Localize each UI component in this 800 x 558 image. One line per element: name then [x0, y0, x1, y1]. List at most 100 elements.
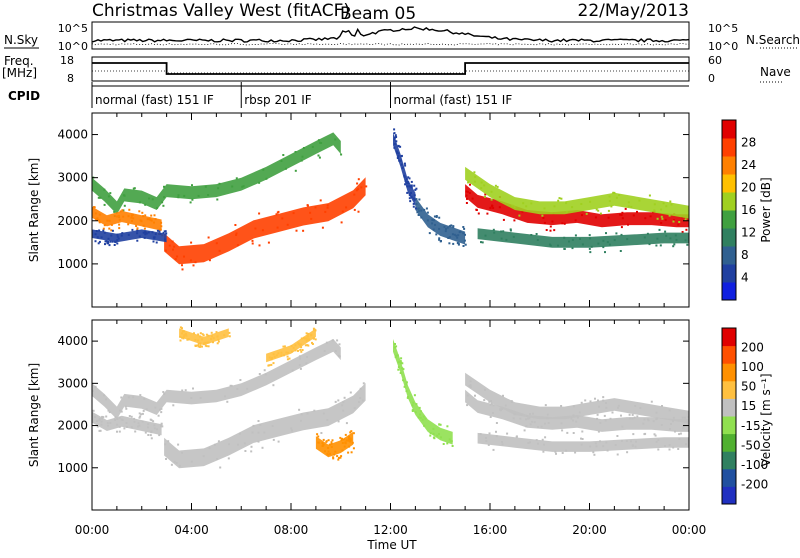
power-speckle — [681, 231, 684, 233]
power-speckle — [171, 240, 174, 243]
velocity-speckle — [341, 442, 344, 444]
velocity-speckle — [597, 430, 600, 433]
power-speckle — [674, 234, 677, 237]
velocity-colorbar-swatch — [722, 451, 736, 470]
velocity-speckle — [565, 449, 568, 452]
power-speckle — [606, 241, 609, 244]
velocity-speckle — [100, 423, 103, 426]
power-speckle — [113, 210, 116, 213]
power-speckle — [649, 215, 652, 218]
velocity-speckle — [415, 403, 418, 406]
velocity-speckle — [341, 449, 344, 452]
velocity-speckle — [92, 389, 94, 392]
velocity-speckle — [327, 450, 330, 453]
power-speckle — [588, 234, 591, 237]
power-speckle — [521, 210, 524, 213]
velocity-speckle — [576, 416, 579, 419]
velocity-speckle — [187, 338, 190, 341]
velocity-speckle — [396, 354, 399, 357]
velocity-speckle — [626, 451, 629, 454]
power-speckle — [673, 243, 676, 246]
velocity-speckle — [668, 409, 671, 412]
power-speckle — [116, 235, 119, 238]
xtick-label: 12:00 — [373, 523, 408, 537]
power-speckle — [393, 146, 396, 149]
velocity-speckle — [342, 401, 345, 404]
velocity-speckle — [544, 436, 547, 439]
power-speckle — [418, 209, 421, 212]
power-speckle — [162, 231, 165, 234]
velocity-echo-band — [179, 328, 229, 346]
power-speckle — [106, 242, 109, 245]
power-speckle — [636, 210, 638, 213]
power-speckle — [258, 212, 261, 215]
velocity-speckle — [160, 411, 163, 414]
velocity-speckle — [655, 440, 658, 443]
power-speckle — [334, 138, 337, 141]
velocity-speckle — [133, 420, 136, 423]
power-speckle — [574, 234, 577, 237]
velocity-speckle — [605, 441, 608, 444]
velocity-speckle — [322, 412, 325, 415]
power-speckle — [110, 223, 113, 226]
velocity-speckle — [99, 429, 102, 432]
power-speckle — [644, 217, 647, 220]
power-speckle — [317, 154, 320, 157]
power-speckle — [275, 213, 278, 216]
power-speckle — [98, 221, 101, 224]
power-speckle — [413, 184, 416, 187]
velocity-speckle — [137, 425, 140, 428]
velocity-speckle — [273, 355, 276, 358]
velocity-speckle — [271, 425, 274, 428]
velocity-speckle — [304, 344, 307, 347]
velocity-speckle — [532, 412, 534, 415]
power-speckle — [301, 155, 304, 158]
velocity-speckle — [349, 391, 352, 394]
velocity-speckle — [287, 351, 290, 354]
velocity-speckle — [286, 358, 289, 361]
velocity-speckle — [116, 423, 119, 426]
power-speckle — [404, 164, 407, 167]
power-speckle — [445, 228, 447, 230]
velocity-speckle — [204, 344, 207, 347]
power-speckle — [597, 242, 600, 245]
power-speckle — [280, 160, 283, 162]
power-speckle — [404, 179, 407, 182]
power-speckle — [604, 251, 606, 254]
power-speckle — [403, 174, 406, 177]
velocity-speckle — [570, 417, 573, 420]
power-speckle — [127, 223, 130, 226]
velocity-speckle — [529, 423, 532, 426]
power-speckle — [418, 198, 421, 201]
velocity-speckle — [298, 355, 301, 358]
velocity-speckle — [332, 457, 335, 460]
velocity-speckle — [314, 338, 317, 341]
velocity-speckle — [469, 384, 472, 387]
velocity-speckle — [402, 368, 405, 371]
power-speckle — [459, 230, 462, 233]
velocity-speckle — [668, 448, 671, 451]
velocity-speckle — [213, 443, 216, 446]
velocity-speckle — [300, 337, 303, 340]
velocity-speckle — [361, 399, 364, 402]
velocity-colorbar-tick: -200 — [741, 477, 768, 491]
power-speckle — [420, 209, 423, 212]
power-speckle — [118, 223, 121, 226]
velocity-speckle — [469, 380, 472, 383]
power-speckle — [92, 206, 95, 209]
velocity-speckle — [527, 442, 530, 445]
power-speckle — [511, 204, 514, 207]
power-speckle — [415, 203, 418, 205]
velocity-speckle — [596, 413, 599, 416]
power-panel: 1000 2000 3000 4000 Slant Range [km] — [27, 112, 690, 308]
power-speckle — [109, 192, 112, 195]
power-speckle — [128, 208, 131, 211]
velocity-speckle — [228, 335, 231, 338]
velocity-speckle — [216, 335, 219, 338]
power-speckle — [177, 196, 180, 199]
velocity-speckle — [207, 345, 210, 348]
power-speckle — [630, 205, 633, 208]
power-speckle — [118, 218, 121, 221]
velocity-speckle — [139, 415, 142, 418]
power-speckle — [465, 194, 468, 197]
